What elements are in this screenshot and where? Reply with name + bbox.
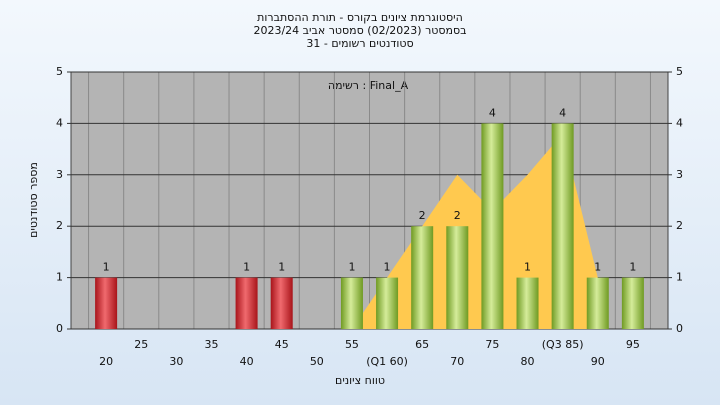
x-tick-label: 70 (450, 355, 464, 368)
chart-subtitle: בסמסטר (02/2023) סמסטר אביב 2023/24 (253, 24, 466, 37)
y-tick-label-right: 2 (676, 219, 683, 232)
y-tick-label-right: 3 (676, 168, 683, 181)
bar (270, 277, 293, 329)
bar (235, 277, 258, 329)
value-label: 1 (594, 261, 601, 274)
y-tick-label: 3 (56, 168, 63, 181)
x-tick-label: 75 (485, 338, 499, 351)
x-axis-label: טווח ציונים (335, 374, 385, 387)
bar (95, 277, 118, 329)
bar (340, 277, 363, 329)
y-tick-label: 0 (56, 322, 63, 335)
y-tick-label: 4 (56, 116, 63, 129)
annotation: רשימה : Final_A (328, 79, 409, 92)
y-tick-label: 1 (56, 271, 63, 284)
chart-subtitle: סטודנטים רשומים - 31 (306, 37, 413, 50)
bar (481, 123, 504, 330)
x-tick-label: 50 (310, 355, 324, 368)
x-tick-label: 40 (240, 355, 254, 368)
y-tick-label-right: 4 (676, 116, 683, 129)
y-tick-label: 5 (56, 65, 63, 78)
value-label: 1 (243, 261, 250, 274)
x-tick-label: (Q3 85) (542, 338, 584, 351)
x-tick-label: 80 (521, 355, 535, 368)
y-axis-label: מספר סטודנטים (27, 162, 40, 238)
x-tick-label: 45 (275, 338, 289, 351)
bar (376, 277, 399, 329)
value-label: 1 (629, 261, 636, 274)
value-label: 1 (103, 261, 110, 274)
value-label: 2 (454, 209, 461, 222)
x-tick-label: 55 (345, 338, 359, 351)
chart-title: היסטוגרמת ציונים בקורס - תורת ההסתברות (257, 11, 463, 24)
x-tick-label: 35 (204, 338, 218, 351)
value-label: 2 (419, 209, 426, 222)
bar (411, 226, 434, 329)
bar (586, 277, 609, 329)
x-tick-label: 95 (626, 338, 640, 351)
x-tick-label: 20 (99, 355, 113, 368)
value-label: 1 (384, 261, 391, 274)
x-tick-label: (Q1 60) (366, 355, 408, 368)
bar (446, 226, 469, 329)
bar (551, 123, 574, 330)
value-label: 4 (489, 106, 496, 119)
value-label: 1 (524, 261, 531, 274)
y-tick-label-right: 5 (676, 65, 683, 78)
value-label: 4 (559, 106, 566, 119)
x-tick-label: 30 (169, 355, 183, 368)
y-tick-label-right: 1 (676, 271, 683, 284)
x-tick-label: 25 (134, 338, 148, 351)
bar (516, 277, 539, 329)
y-tick-label-right: 0 (676, 322, 683, 335)
bar (621, 277, 644, 329)
y-tick-label: 2 (56, 219, 63, 232)
value-label: 1 (348, 261, 355, 274)
x-tick-label: 65 (415, 338, 429, 351)
x-tick-label: 90 (591, 355, 605, 368)
value-label: 1 (278, 261, 285, 274)
